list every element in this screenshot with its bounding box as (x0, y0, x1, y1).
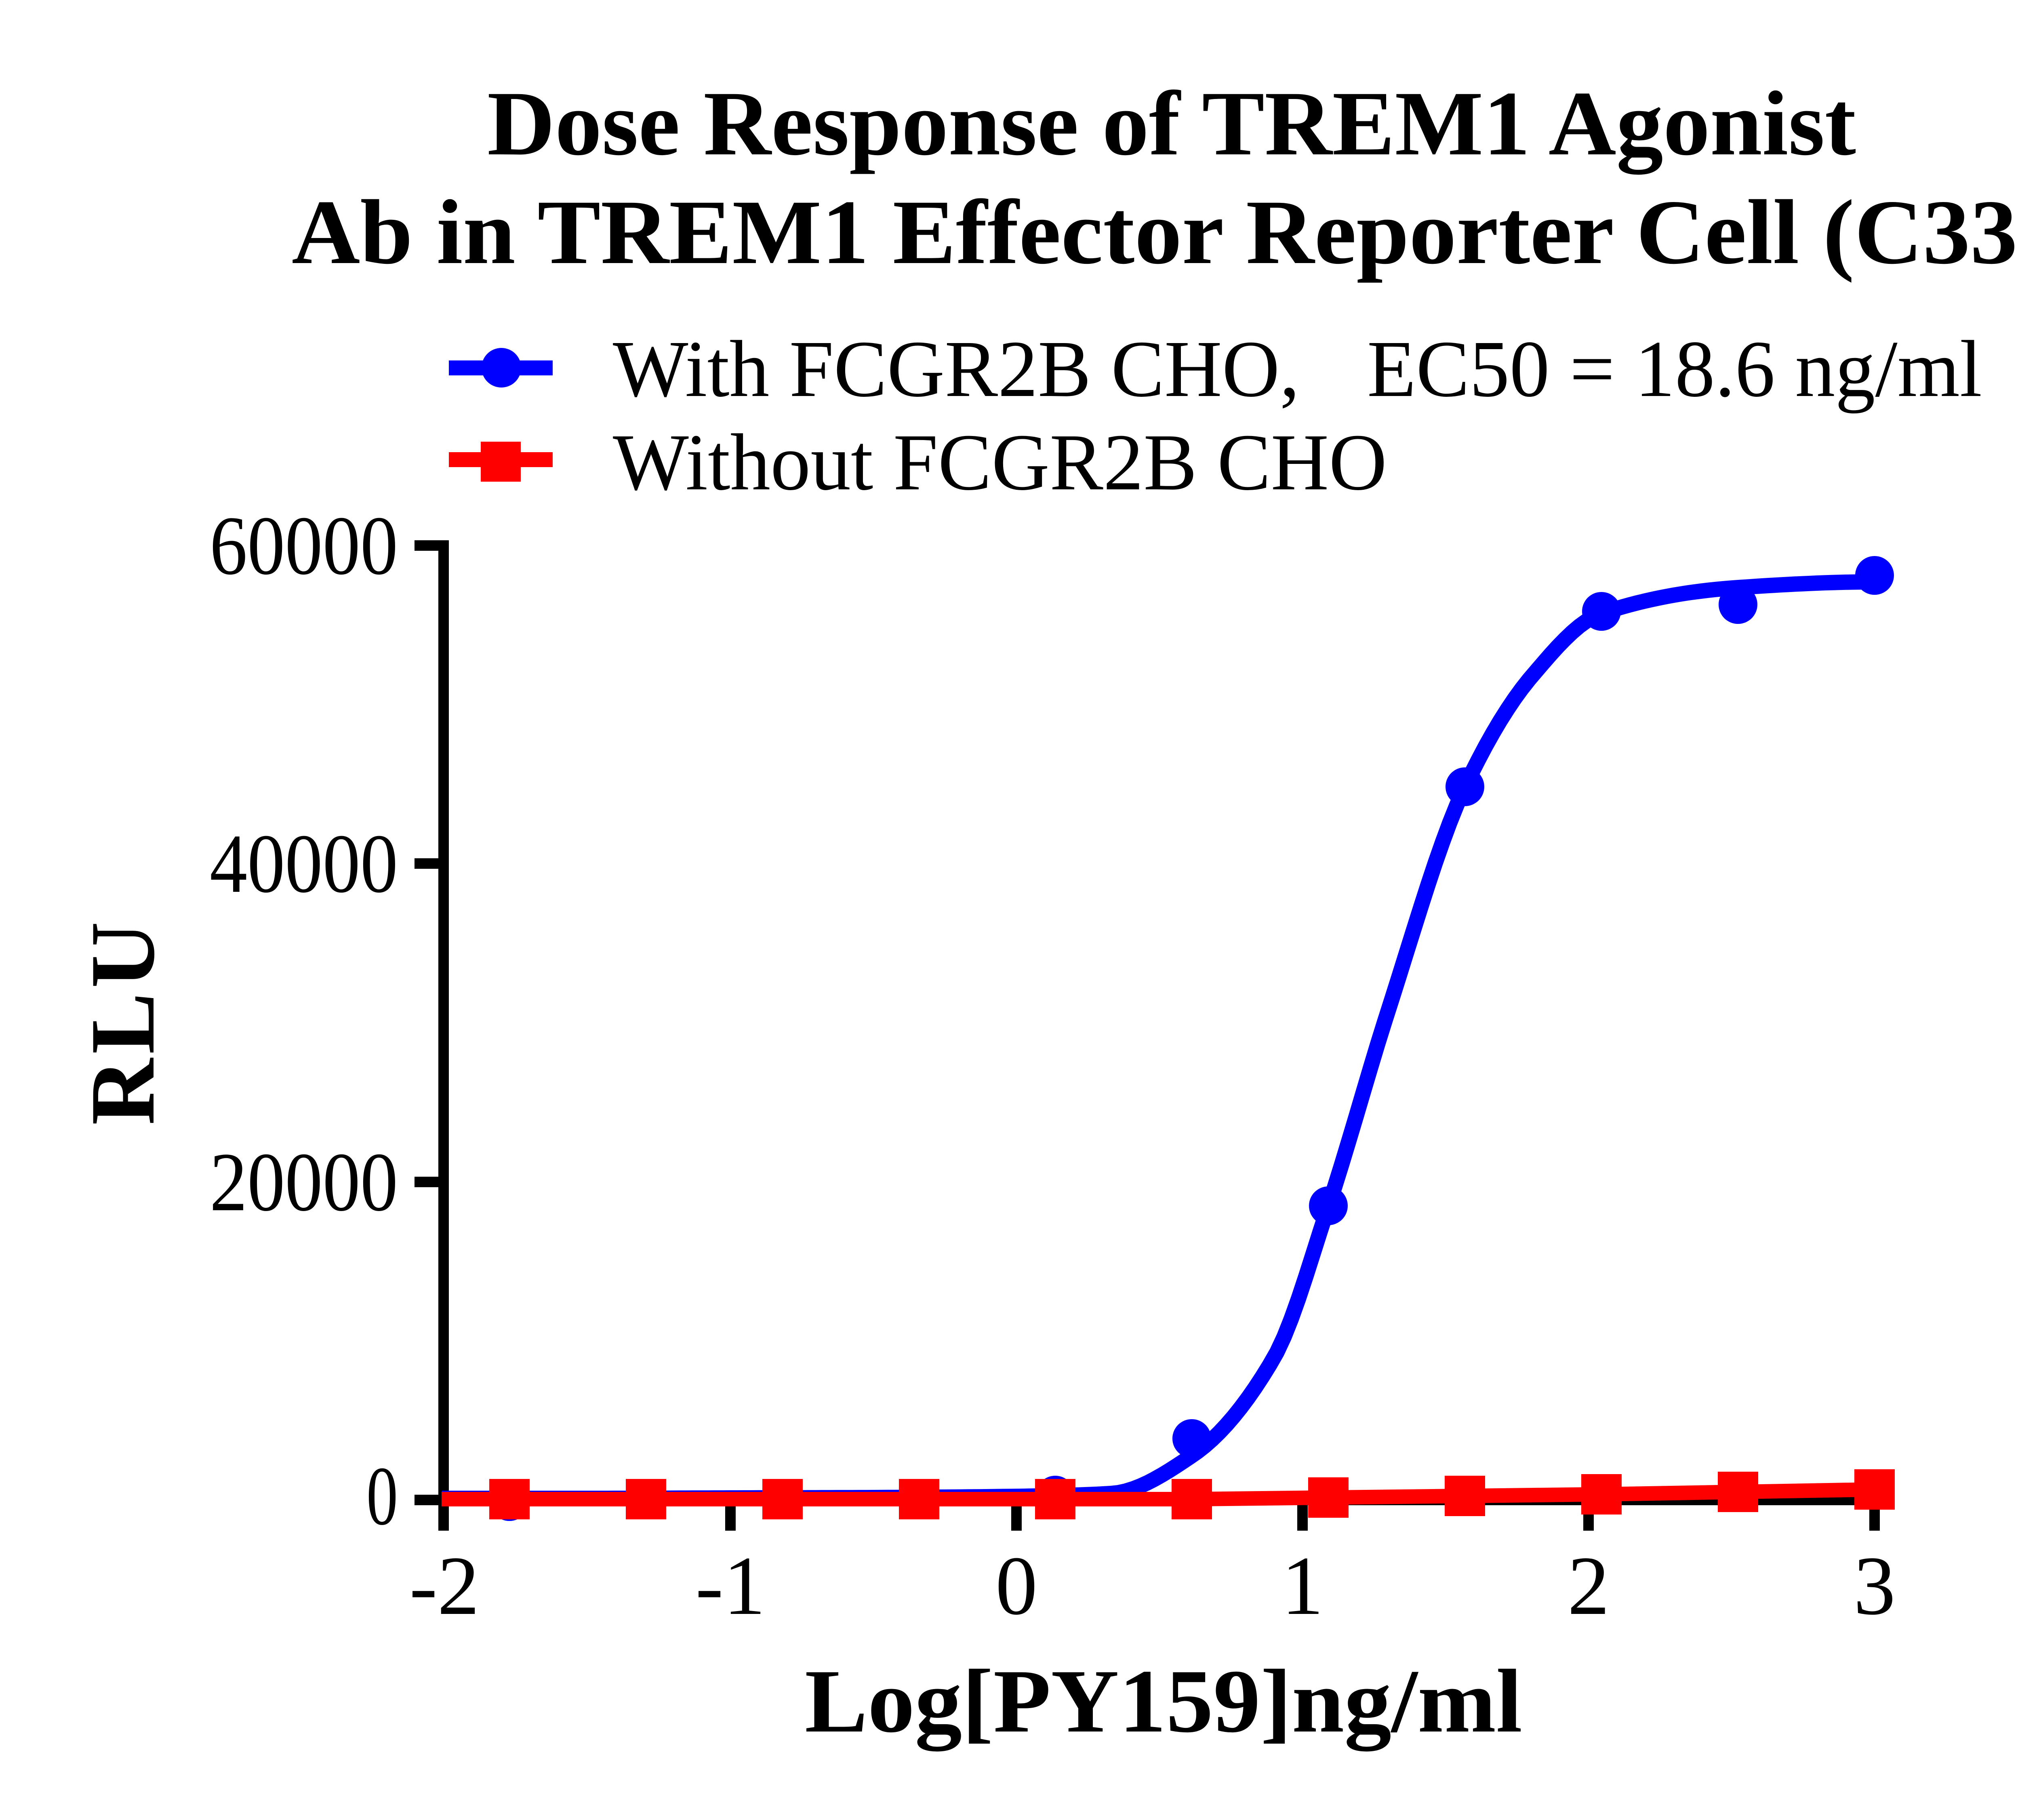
svg-text:2: 2 (1568, 1539, 1610, 1632)
svg-text:0: 0 (995, 1539, 1037, 1632)
svg-text:3: 3 (1854, 1539, 1896, 1632)
svg-text:20000: 20000 (210, 1135, 398, 1228)
svg-text:Ab in TREM1 Effector Reporter: Ab in TREM1 Effector Reporter Cell (C33) (292, 181, 2020, 283)
svg-text:-2: -2 (409, 1539, 479, 1632)
svg-text:Log[PY159]ng/ml: Log[PY159]ng/ml (805, 1651, 1522, 1752)
svg-text:EC50 = 18.6 ng/ml: EC50 = 18.6 ng/ml (1367, 324, 1982, 414)
svg-text:Without FCGR2B CHO: Without FCGR2B CHO (613, 418, 1387, 507)
svg-text:60000: 60000 (210, 499, 398, 592)
svg-text:RLU: RLU (72, 917, 174, 1125)
svg-text:40000: 40000 (210, 817, 398, 910)
svg-text:With FCGR2B CHO,: With FCGR2B CHO, (613, 324, 1300, 414)
svg-text:Dose Response of TREM1 Agonist: Dose Response of TREM1 Agonist (487, 73, 1856, 175)
svg-text:0: 0 (366, 1449, 398, 1542)
svg-text:-1: -1 (695, 1539, 765, 1632)
svg-text:1: 1 (1281, 1539, 1324, 1632)
